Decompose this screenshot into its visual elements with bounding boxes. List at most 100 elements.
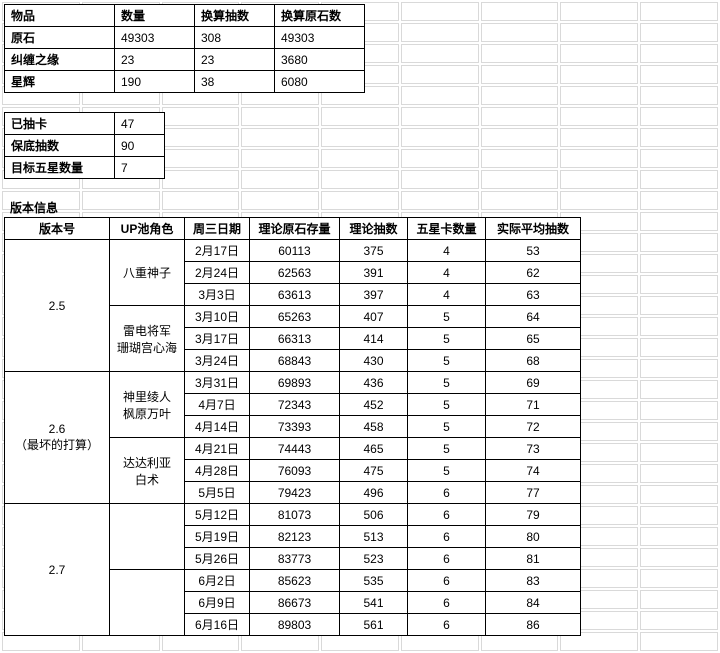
data-cell[interactable]: 6 — [408, 570, 486, 592]
data-cell[interactable]: 4月21日 — [185, 438, 250, 460]
data-cell[interactable]: 513 — [340, 526, 408, 548]
data-cell[interactable]: 68843 — [250, 350, 340, 372]
data-cell[interactable]: 4月28日 — [185, 460, 250, 482]
data-cell[interactable]: 69 — [486, 372, 581, 394]
stats-value[interactable]: 47 — [115, 113, 165, 135]
inventory-cell[interactable]: 38 — [195, 71, 275, 93]
data-cell[interactable]: 6 — [408, 526, 486, 548]
data-cell[interactable]: 452 — [340, 394, 408, 416]
inventory-cell[interactable]: 23 — [195, 49, 275, 71]
data-cell[interactable]: 80 — [486, 526, 581, 548]
data-cell[interactable]: 6 — [408, 504, 486, 526]
data-cell[interactable]: 397 — [340, 284, 408, 306]
data-cell[interactable]: 68 — [486, 350, 581, 372]
inventory-cell[interactable]: 308 — [195, 27, 275, 49]
data-cell[interactable]: 89803 — [250, 614, 340, 636]
data-cell[interactable]: 65 — [486, 328, 581, 350]
data-cell[interactable]: 430 — [340, 350, 408, 372]
data-cell[interactable]: 496 — [340, 482, 408, 504]
data-cell[interactable]: 5 — [408, 372, 486, 394]
inventory-cell[interactable]: 49303 — [115, 27, 195, 49]
data-cell[interactable]: 79423 — [250, 482, 340, 504]
data-cell[interactable]: 74 — [486, 460, 581, 482]
inventory-cell[interactable]: 190 — [115, 71, 195, 93]
data-cell[interactable]: 4 — [408, 240, 486, 262]
data-cell[interactable]: 6 — [408, 482, 486, 504]
data-cell[interactable]: 4月14日 — [185, 416, 250, 438]
data-cell[interactable]: 2月17日 — [185, 240, 250, 262]
data-cell[interactable]: 391 — [340, 262, 408, 284]
data-cell[interactable]: 72343 — [250, 394, 340, 416]
data-cell[interactable]: 561 — [340, 614, 408, 636]
data-cell[interactable]: 86673 — [250, 592, 340, 614]
stats-value[interactable]: 90 — [115, 135, 165, 157]
inventory-cell[interactable]: 星辉 — [5, 71, 115, 93]
inventory-cell[interactable]: 3680 — [275, 49, 365, 71]
data-cell[interactable]: 6 — [408, 592, 486, 614]
data-cell[interactable]: 5月5日 — [185, 482, 250, 504]
data-cell[interactable]: 60113 — [250, 240, 340, 262]
data-cell[interactable]: 79 — [486, 504, 581, 526]
data-cell[interactable]: 4月7日 — [185, 394, 250, 416]
data-cell[interactable]: 73 — [486, 438, 581, 460]
data-cell[interactable]: 475 — [340, 460, 408, 482]
data-cell[interactable]: 85623 — [250, 570, 340, 592]
data-cell[interactable]: 81073 — [250, 504, 340, 526]
inventory-cell[interactable]: 原石 — [5, 27, 115, 49]
data-cell[interactable]: 6月16日 — [185, 614, 250, 636]
data-cell[interactable]: 407 — [340, 306, 408, 328]
data-cell[interactable]: 506 — [340, 504, 408, 526]
data-cell[interactable]: 5 — [408, 350, 486, 372]
data-cell[interactable]: 66313 — [250, 328, 340, 350]
data-cell[interactable]: 63613 — [250, 284, 340, 306]
data-cell[interactable]: 72 — [486, 416, 581, 438]
data-cell[interactable]: 69893 — [250, 372, 340, 394]
data-cell[interactable]: 5 — [408, 438, 486, 460]
data-cell[interactable]: 81 — [486, 548, 581, 570]
data-cell[interactable]: 6 — [408, 548, 486, 570]
data-cell[interactable]: 523 — [340, 548, 408, 570]
data-cell[interactable]: 83773 — [250, 548, 340, 570]
data-cell[interactable]: 5 — [408, 394, 486, 416]
data-cell[interactable]: 5月26日 — [185, 548, 250, 570]
data-cell[interactable]: 53 — [486, 240, 581, 262]
data-cell[interactable]: 64 — [486, 306, 581, 328]
data-cell[interactable]: 62563 — [250, 262, 340, 284]
data-cell[interactable]: 77 — [486, 482, 581, 504]
data-cell[interactable]: 5月19日 — [185, 526, 250, 548]
data-cell[interactable]: 5 — [408, 416, 486, 438]
inventory-cell[interactable]: 23 — [115, 49, 195, 71]
data-cell[interactable]: 71 — [486, 394, 581, 416]
data-cell[interactable]: 535 — [340, 570, 408, 592]
data-cell[interactable]: 5 — [408, 306, 486, 328]
data-cell[interactable]: 84 — [486, 592, 581, 614]
data-cell[interactable]: 5 — [408, 328, 486, 350]
data-cell[interactable]: 375 — [340, 240, 408, 262]
data-cell[interactable]: 6月9日 — [185, 592, 250, 614]
data-cell[interactable]: 3月17日 — [185, 328, 250, 350]
inventory-cell[interactable]: 纠缠之缘 — [5, 49, 115, 71]
data-cell[interactable]: 76093 — [250, 460, 340, 482]
data-cell[interactable]: 3月10日 — [185, 306, 250, 328]
data-cell[interactable]: 458 — [340, 416, 408, 438]
data-cell[interactable]: 63 — [486, 284, 581, 306]
data-cell[interactable]: 6月2日 — [185, 570, 250, 592]
data-cell[interactable]: 3月31日 — [185, 372, 250, 394]
data-cell[interactable]: 4 — [408, 284, 486, 306]
data-cell[interactable]: 86 — [486, 614, 581, 636]
data-cell[interactable]: 465 — [340, 438, 408, 460]
data-cell[interactable]: 436 — [340, 372, 408, 394]
data-cell[interactable]: 73393 — [250, 416, 340, 438]
data-cell[interactable]: 62 — [486, 262, 581, 284]
data-cell[interactable]: 5月12日 — [185, 504, 250, 526]
data-cell[interactable]: 74443 — [250, 438, 340, 460]
data-cell[interactable]: 3月24日 — [185, 350, 250, 372]
data-cell[interactable]: 5 — [408, 460, 486, 482]
data-cell[interactable]: 414 — [340, 328, 408, 350]
inventory-cell[interactable]: 49303 — [275, 27, 365, 49]
inventory-cell[interactable]: 6080 — [275, 71, 365, 93]
data-cell[interactable]: 4 — [408, 262, 486, 284]
data-cell[interactable]: 541 — [340, 592, 408, 614]
data-cell[interactable]: 83 — [486, 570, 581, 592]
data-cell[interactable]: 3月3日 — [185, 284, 250, 306]
